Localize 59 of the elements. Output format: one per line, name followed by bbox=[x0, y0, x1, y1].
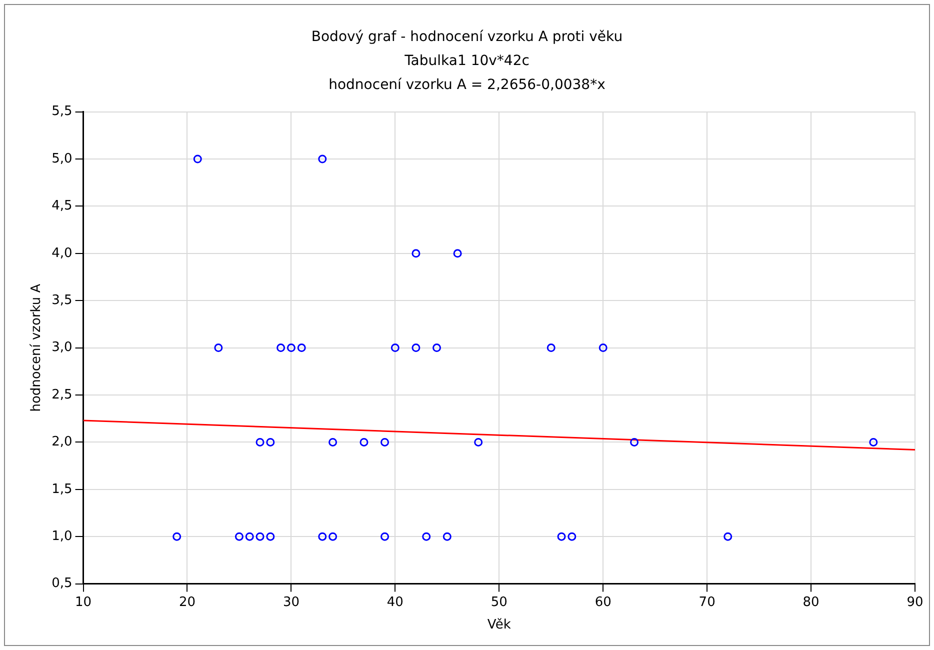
y-axis-title: hodnocení vzorku A bbox=[29, 284, 44, 412]
text: hodnocení vzorku A = 2,2656-0,0038*x bbox=[328, 76, 606, 95]
point bbox=[328, 438, 338, 446]
point bbox=[442, 532, 452, 541]
x-tick-label: 50 bbox=[490, 594, 508, 610]
chart-subtitle: Tabulka1 10v*42c bbox=[404, 52, 530, 71]
x-tick-label: 40 bbox=[386, 594, 404, 610]
chart-title: Bodový graf - hodnocení vzorku A proti věku bbox=[310, 28, 624, 47]
point bbox=[297, 344, 306, 352]
y-tick-label: 3,0 bbox=[52, 340, 72, 356]
point bbox=[266, 438, 275, 446]
point bbox=[328, 532, 338, 541]
point bbox=[390, 344, 400, 352]
x-tick-label: 10 bbox=[75, 594, 92, 610]
point bbox=[286, 344, 296, 352]
y-tick-label: 4,5 bbox=[52, 198, 72, 214]
point bbox=[245, 532, 254, 541]
y-tick-label: 4,0 bbox=[52, 246, 72, 261]
y-tick-label: 3,5 bbox=[52, 292, 72, 308]
point bbox=[172, 532, 182, 541]
y-tick-label: 1,0 bbox=[52, 528, 72, 544]
point bbox=[234, 532, 244, 541]
point bbox=[256, 438, 264, 446]
x-tick-label: 20 bbox=[178, 594, 196, 610]
point bbox=[546, 344, 556, 352]
point bbox=[412, 249, 420, 258]
x-tick-label: 80 bbox=[802, 594, 820, 610]
x-tick-label: 70 bbox=[698, 594, 716, 610]
point bbox=[422, 532, 431, 541]
x-tick-label: 90 bbox=[906, 594, 924, 610]
y-tick-label: 5,5 bbox=[52, 104, 72, 120]
point bbox=[412, 344, 420, 352]
point bbox=[432, 344, 442, 352]
point bbox=[568, 532, 576, 541]
y-tick-label: 5,0 bbox=[52, 151, 72, 166]
point bbox=[630, 438, 639, 446]
point bbox=[193, 154, 202, 164]
y-tick-label: 0,5 bbox=[52, 576, 72, 592]
point bbox=[380, 532, 390, 541]
point bbox=[360, 438, 368, 446]
point bbox=[318, 532, 327, 541]
point bbox=[869, 438, 878, 446]
point bbox=[557, 532, 566, 541]
point bbox=[598, 344, 608, 352]
y-tick-label: 2,0 bbox=[52, 434, 72, 450]
y-tick-label: 2,5 bbox=[52, 387, 72, 402]
point bbox=[256, 532, 264, 541]
x-tick-label: 60 bbox=[594, 594, 612, 610]
x-tick-label: 30 bbox=[282, 594, 300, 610]
point bbox=[474, 438, 483, 446]
point bbox=[724, 532, 732, 541]
x-axis-title: Věk bbox=[487, 618, 512, 633]
point bbox=[214, 344, 223, 352]
point bbox=[380, 438, 390, 446]
point bbox=[318, 154, 327, 164]
point bbox=[453, 249, 462, 258]
point bbox=[276, 344, 286, 352]
point bbox=[266, 532, 275, 541]
y-tick-label: 1,5 bbox=[52, 482, 72, 497]
